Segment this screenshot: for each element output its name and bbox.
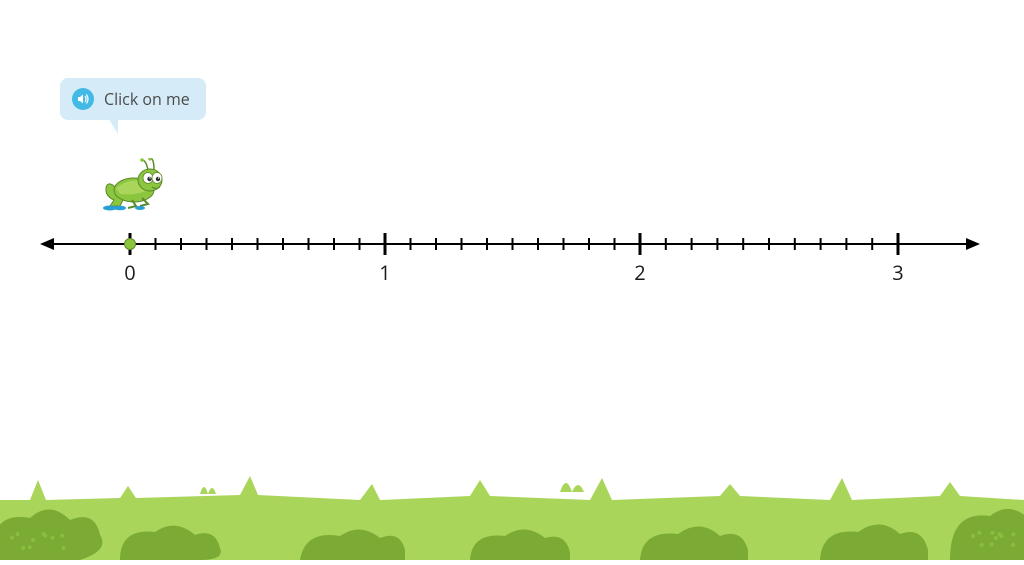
speech-bubble[interactable]: Click on me	[60, 78, 206, 120]
svg-text:0: 0	[124, 259, 135, 286]
svg-text:2: 2	[634, 259, 645, 286]
svg-text:3: 3	[892, 259, 903, 286]
svg-text:1: 1	[379, 259, 390, 286]
speech-bubble-text: Click on me	[104, 88, 190, 110]
number-line-svg: 0 1 2 3	[40, 230, 980, 300]
speaker-icon	[72, 88, 94, 110]
number-line[interactable]: 0 1 2 3	[40, 230, 980, 300]
grass-footer	[0, 450, 1024, 560]
number-line-marker	[124, 238, 136, 250]
grasshopper-character[interactable]	[100, 158, 170, 217]
grasshopper-svg	[100, 158, 170, 212]
